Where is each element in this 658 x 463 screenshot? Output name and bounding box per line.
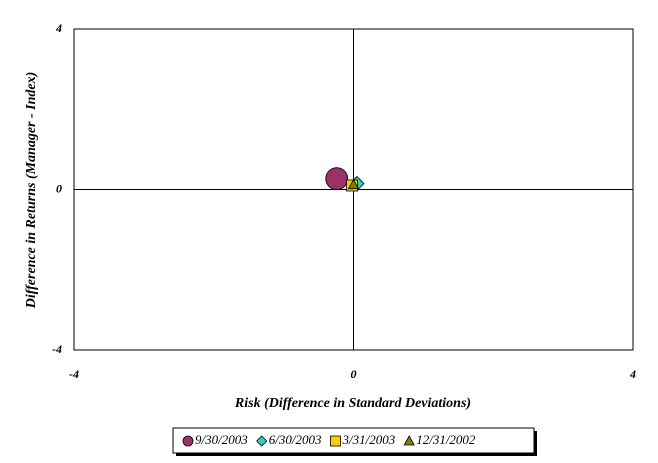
y-tick-label: 4 <box>55 21 62 35</box>
x-axis-label: Risk (Difference in Standard Deviations) <box>234 396 471 411</box>
x-tick-label: -4 <box>69 367 79 381</box>
legend-marker <box>182 435 194 447</box>
legend-marker <box>403 435 415 446</box>
y-axis-label: Difference in Returns (Manager - Index) <box>24 72 39 310</box>
x-tick-label: 0 <box>351 367 357 381</box>
legend-label: 3/31/2003 <box>341 432 395 447</box>
legend <box>172 427 535 454</box>
legend-marker <box>330 435 341 447</box>
x-tick-label: 4 <box>629 367 636 381</box>
legend-label: 6/30/2003 <box>269 432 322 447</box>
point <box>347 178 360 190</box>
legend-marker <box>256 435 268 447</box>
y-tick-label: 0 <box>56 181 62 195</box>
legend-label: 12/31/2002 <box>416 432 476 447</box>
point <box>325 167 349 191</box>
y-tick-label: -4 <box>52 342 62 356</box>
legend-label: 9/30/2003 <box>195 432 248 447</box>
